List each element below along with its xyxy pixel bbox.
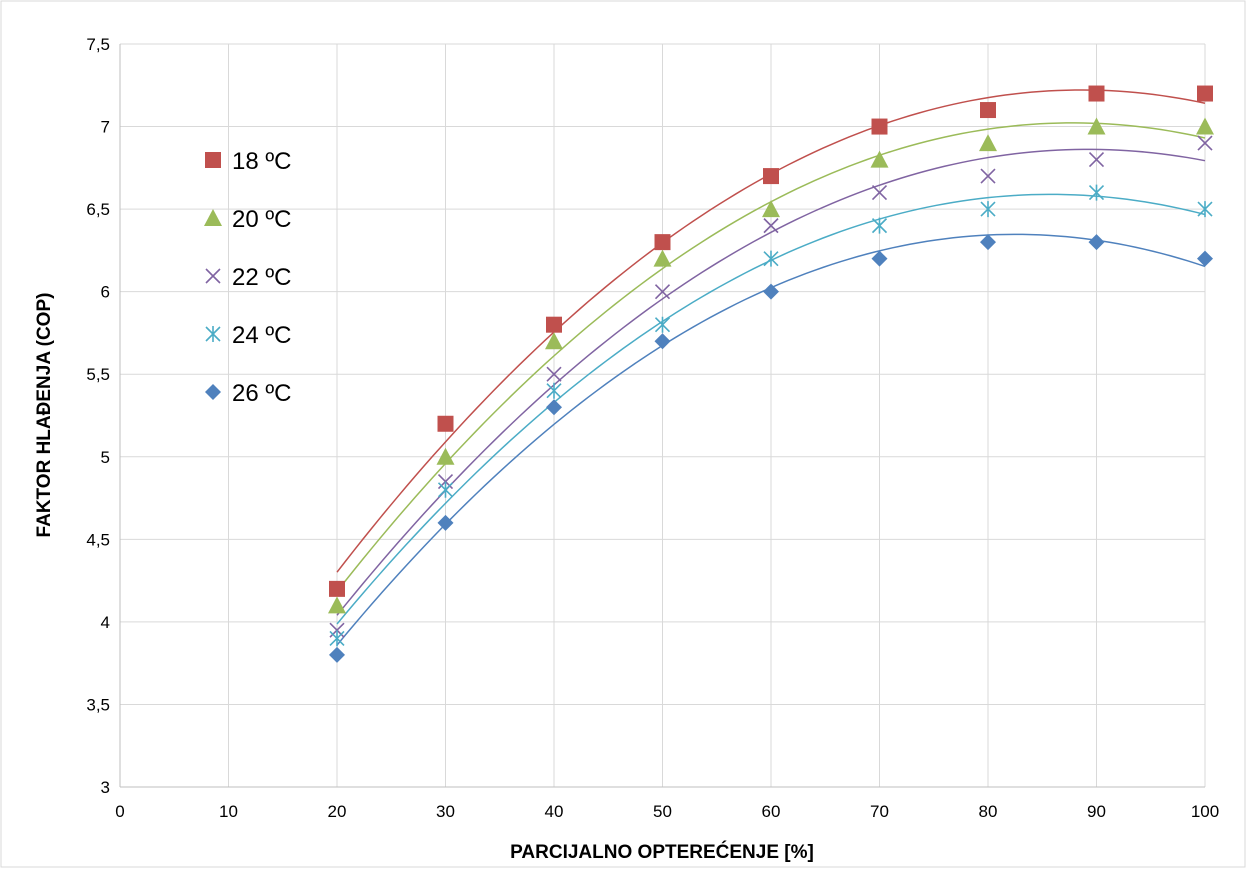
- point-18c: [654, 234, 671, 251]
- y-tick-label: 4,5: [86, 530, 110, 549]
- point-26c: [546, 399, 562, 416]
- point-24c: [437, 481, 454, 498]
- y-tick-label: 7: [101, 118, 110, 137]
- legend: 18 ºC 20 ºC 22 ºC 24 ºC 26 ºC: [204, 148, 291, 407]
- point-22c: [654, 284, 671, 300]
- legend-item-20c: 20 ºC: [204, 206, 291, 233]
- legend-item-22c: 22 ºC: [205, 264, 291, 291]
- point-26c: [1197, 250, 1213, 267]
- point-18c: [980, 102, 996, 119]
- legend-label: 20 ºC: [232, 206, 291, 233]
- point-18c: [546, 316, 562, 333]
- point-22c: [1088, 152, 1105, 168]
- grid-lines: [120, 43, 1206, 787]
- x-tick-label: 60: [762, 802, 781, 821]
- point-18c: [1197, 85, 1213, 102]
- legend-marker-18c: [205, 152, 221, 168]
- point-20c: [545, 332, 563, 350]
- point-22c: [546, 366, 562, 382]
- point-26c: [980, 234, 996, 251]
- legend-marker-22c: [205, 268, 221, 284]
- x-tick-label: 40: [545, 802, 564, 821]
- point-22c: [871, 185, 888, 201]
- x-tick-label: 0: [115, 802, 124, 821]
- x-tick-label: 70: [870, 802, 889, 821]
- point-24c: [546, 382, 562, 399]
- legend-label: 22 ºC: [232, 264, 291, 291]
- point-18c: [329, 580, 345, 597]
- data-markers: [328, 85, 1214, 663]
- point-18c: [871, 118, 888, 135]
- point-18c: [763, 168, 779, 185]
- point-20c: [870, 150, 889, 168]
- point-18c: [437, 415, 454, 432]
- y-axis-title: FAKTOR HLAĐENJA (COP): [34, 293, 55, 538]
- y-tick-label: 3: [101, 778, 110, 797]
- legend-label: 26 ºC: [232, 380, 291, 407]
- point-20c: [328, 596, 346, 614]
- legend-item-18c: 18 ºC: [205, 148, 291, 175]
- x-tick-label: 90: [1087, 802, 1106, 821]
- legend-marker-24c: [205, 326, 221, 342]
- point-24c: [871, 217, 888, 234]
- point-20c: [1196, 117, 1214, 135]
- y-tick-label: 4: [101, 613, 110, 632]
- y-tick-label: 7,5: [86, 35, 110, 54]
- legend-label: 18 ºC: [232, 148, 291, 175]
- y-tick-label: 6: [101, 283, 110, 302]
- x-tick-label: 50: [653, 802, 672, 821]
- x-axis-title: PARCIJALNO OPTEREĆENJE [%]: [510, 841, 814, 863]
- x-tick-label: 20: [328, 802, 347, 821]
- point-22c: [1197, 135, 1213, 151]
- point-26c: [437, 514, 454, 531]
- legend-item-26c: 26 ºC: [205, 380, 291, 407]
- y-tick-label: 3,5: [86, 695, 110, 714]
- point-26c: [1088, 234, 1105, 251]
- x-tick-label: 30: [436, 802, 455, 821]
- point-26c: [763, 283, 779, 300]
- point-26c: [871, 250, 888, 267]
- y-tick-label: 5,5: [86, 365, 110, 384]
- point-20c: [1087, 117, 1106, 135]
- legend-marker-26c: [205, 384, 221, 400]
- point-20c: [653, 249, 672, 267]
- point-24c: [329, 630, 345, 647]
- legend-item-24c: 24 ºC: [205, 322, 291, 349]
- x-tick-label: 10: [219, 802, 238, 821]
- point-22c: [980, 168, 996, 184]
- x-tick-label: 80: [979, 802, 998, 821]
- x-tick-label: 100: [1191, 802, 1219, 821]
- point-24c: [654, 316, 671, 333]
- legend-label: 24 ºC: [232, 322, 291, 349]
- point-22c: [763, 218, 779, 234]
- y-tick-label: 6,5: [86, 200, 110, 219]
- y-tick-label: 5: [101, 448, 110, 467]
- axes: 0 10 20 30 40 50 60 70 80 90 100 3 3,5 4 4,5 5 5,5 6 6,5 7 7…: [86, 35, 1219, 821]
- point-24c: [1088, 184, 1105, 201]
- point-26c: [329, 646, 345, 663]
- point-20c: [436, 447, 455, 465]
- point-20c: [762, 200, 780, 218]
- point-20c: [979, 134, 997, 152]
- point-24c: [1197, 201, 1213, 218]
- point-24c: [763, 250, 779, 267]
- point-26c: [654, 333, 671, 350]
- legend-marker-20c: [204, 209, 222, 226]
- point-24c: [980, 201, 996, 218]
- trendline-22c: [336, 148, 1206, 616]
- point-18c: [1088, 85, 1105, 102]
